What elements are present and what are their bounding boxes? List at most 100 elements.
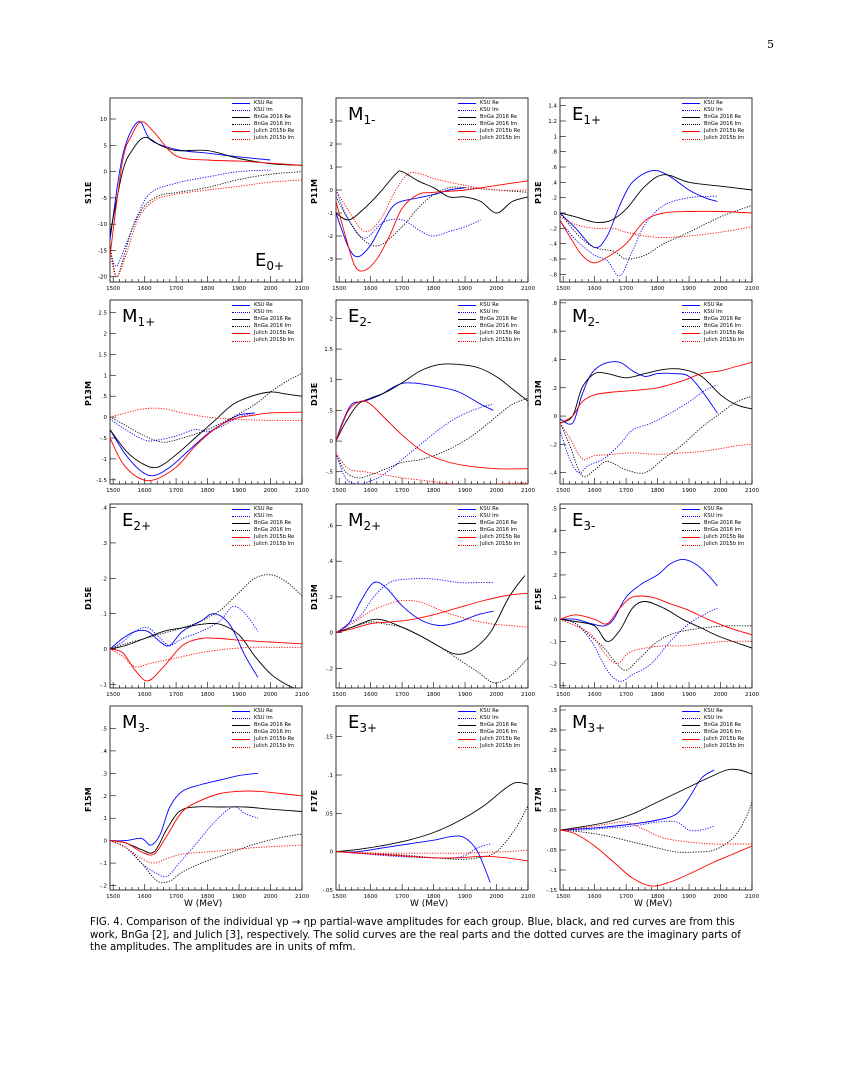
legend-entry: Julich 2015b Re	[232, 736, 294, 743]
legend-swatch	[682, 537, 700, 539]
y-axis-label: F17M	[534, 787, 543, 812]
legend-label: Julich 2015b Im	[480, 541, 521, 548]
legend-label: Julich 2015b Im	[254, 337, 295, 344]
legend-swatch	[682, 530, 700, 532]
x-tick-label: 1900	[682, 692, 696, 698]
x-tick-label: 1700	[395, 286, 409, 292]
y-tick-label: .4	[552, 529, 558, 535]
multipole-label: M1+	[122, 306, 156, 329]
plot-f15e: 1500 1600 1700 1800 1900 2000 2100 -.3 -.2 -.1 0 .1…	[550, 503, 759, 698]
legend-entry: Julich 2015b Im	[232, 337, 294, 344]
legend-swatch	[682, 117, 700, 119]
y-tick-label: .3	[552, 708, 558, 714]
y-tick-label: .4	[552, 357, 558, 363]
y-tick-label: .1	[102, 816, 107, 822]
y-tick-label: .5	[102, 394, 108, 400]
x-tick-label: 1900	[458, 692, 472, 698]
legend-swatch	[458, 319, 476, 321]
legend-entry: Julich 2015b Im	[682, 337, 744, 344]
legend-swatch	[458, 523, 476, 525]
legend-label: KSU Im	[254, 715, 273, 722]
y-tick-label: 0	[104, 170, 108, 176]
series-julich-2015b-re	[336, 400, 528, 470]
legend-label: BnGa 2016 Im	[480, 323, 518, 330]
x-tick-label: 1800	[427, 286, 441, 292]
series-ksu-re	[110, 613, 259, 678]
legend-swatch	[458, 746, 476, 748]
legend-swatch	[458, 333, 476, 335]
series-ksu-im	[336, 189, 481, 239]
legend-swatch	[232, 725, 250, 727]
legend-entry: Julich 2015b Re	[232, 128, 294, 135]
y-tick-label: 0	[330, 188, 334, 194]
legend: KSU Re KSU Im BnGa 2016 Re BnGa 2016 Im Juli…	[682, 708, 744, 751]
x-tick-label: 2100	[521, 488, 535, 494]
y-tick-label: .05	[548, 808, 557, 814]
series-julich-2015b-im	[110, 407, 302, 421]
panel-d13e: 1500 1600 1700 1800 1900 2000 2100 -.5 0 .5 1 1.5 2 K…	[310, 299, 554, 495]
x-tick-label: 2000	[714, 488, 728, 494]
series-julich-2015b-re	[110, 411, 302, 482]
plot-f17e: 1500 1600 1700 1800 1900 2000 2100 -.05 0 .05 .1 .1…	[322, 705, 535, 900]
legend-swatch	[458, 131, 476, 133]
x-tick-label: 2000	[490, 894, 504, 900]
series-bnga-2016-re	[336, 170, 528, 221]
y-tick-label: 1	[330, 165, 334, 171]
legend-swatch	[682, 131, 700, 133]
y-tick-label: 10	[100, 117, 107, 123]
x-tick-label: 1500	[106, 692, 120, 698]
legend-entry: Julich 2015b Re	[232, 330, 294, 337]
y-tick-label: -1.5	[96, 478, 107, 484]
legend-label: Julich 2015b Re	[704, 736, 745, 743]
legend: KSU Re KSU Im BnGa 2016 Re BnGa 2016 Im Juli…	[458, 506, 520, 549]
x-tick-label: 1800	[427, 692, 441, 698]
plot-d15e: 1500 1600 1700 1800 1900 2000 2100 -.1 0 .1 .2 .3 .4	[100, 503, 309, 698]
x-tick-label: 1900	[232, 692, 246, 698]
x-tick-label: 1600	[138, 488, 152, 494]
legend-entry: BnGa 2016 Re	[458, 520, 520, 527]
legend-swatch	[458, 326, 476, 328]
series-bnga-2016-im	[560, 618, 752, 671]
series-ksu-im	[110, 806, 259, 878]
series-ksu-im	[336, 403, 494, 484]
legend-label: KSU Re	[254, 302, 273, 308]
x-tick-label: 1600	[364, 692, 378, 698]
y-tick-label: 0	[104, 647, 108, 653]
x-tick-label: 1800	[651, 894, 665, 900]
series-bnga-2016-im	[110, 574, 302, 650]
legend-label: Julich 2015b Im	[254, 135, 295, 142]
x-tick-label: 1800	[201, 488, 215, 494]
y-tick-label: .2	[552, 386, 557, 392]
x-tick-label: 2100	[295, 488, 309, 494]
x-tick-label: 2000	[264, 488, 278, 494]
y-tick-label: -.8	[550, 272, 558, 278]
legend-label: KSU Im	[480, 107, 499, 114]
panel-f15e: 1500 1600 1700 1800 1900 2000 2100 -.3 -.2 -.1 0 .1…	[534, 503, 778, 699]
series-julich-2015b-re	[110, 637, 302, 682]
y-tick-label: -.3	[550, 684, 558, 690]
legend-entry: KSU Im	[232, 513, 294, 520]
legend-swatch	[232, 711, 250, 713]
legend-entry: BnGa 2016 Im	[458, 121, 520, 128]
series-julich-2015b-im	[560, 821, 752, 845]
series-ksu-re	[336, 835, 491, 883]
panel-d15e: 1500 1600 1700 1800 1900 2000 2100 -.1 0 .1 .2 .3 .4…	[84, 503, 328, 699]
y-tick-label: 1	[330, 378, 334, 384]
legend: KSU Re KSU Im BnGa 2016 Re BnGa 2016 Im Juli…	[232, 708, 294, 751]
legend-swatch	[458, 537, 476, 539]
series-ksu-im	[560, 195, 718, 277]
series-bnga-2016-re	[560, 368, 752, 424]
y-tick-label: -10	[98, 222, 107, 228]
legend-swatch	[232, 739, 250, 741]
legend-entry: Julich 2015b Im	[682, 743, 744, 750]
y-tick-label: .4	[102, 749, 108, 755]
x-tick-label: 2100	[521, 692, 535, 698]
legend-label: KSU Im	[704, 107, 723, 114]
legend-label: BnGa 2016 Re	[704, 722, 742, 729]
x-tick-label: 1700	[619, 894, 633, 900]
legend-label: KSU Re	[704, 100, 723, 106]
x-tick-label: 1800	[651, 286, 665, 292]
legend-label: Julich 2015b Im	[704, 337, 745, 344]
series-bnga-2016-im	[560, 204, 752, 260]
legend-swatch	[232, 326, 250, 328]
